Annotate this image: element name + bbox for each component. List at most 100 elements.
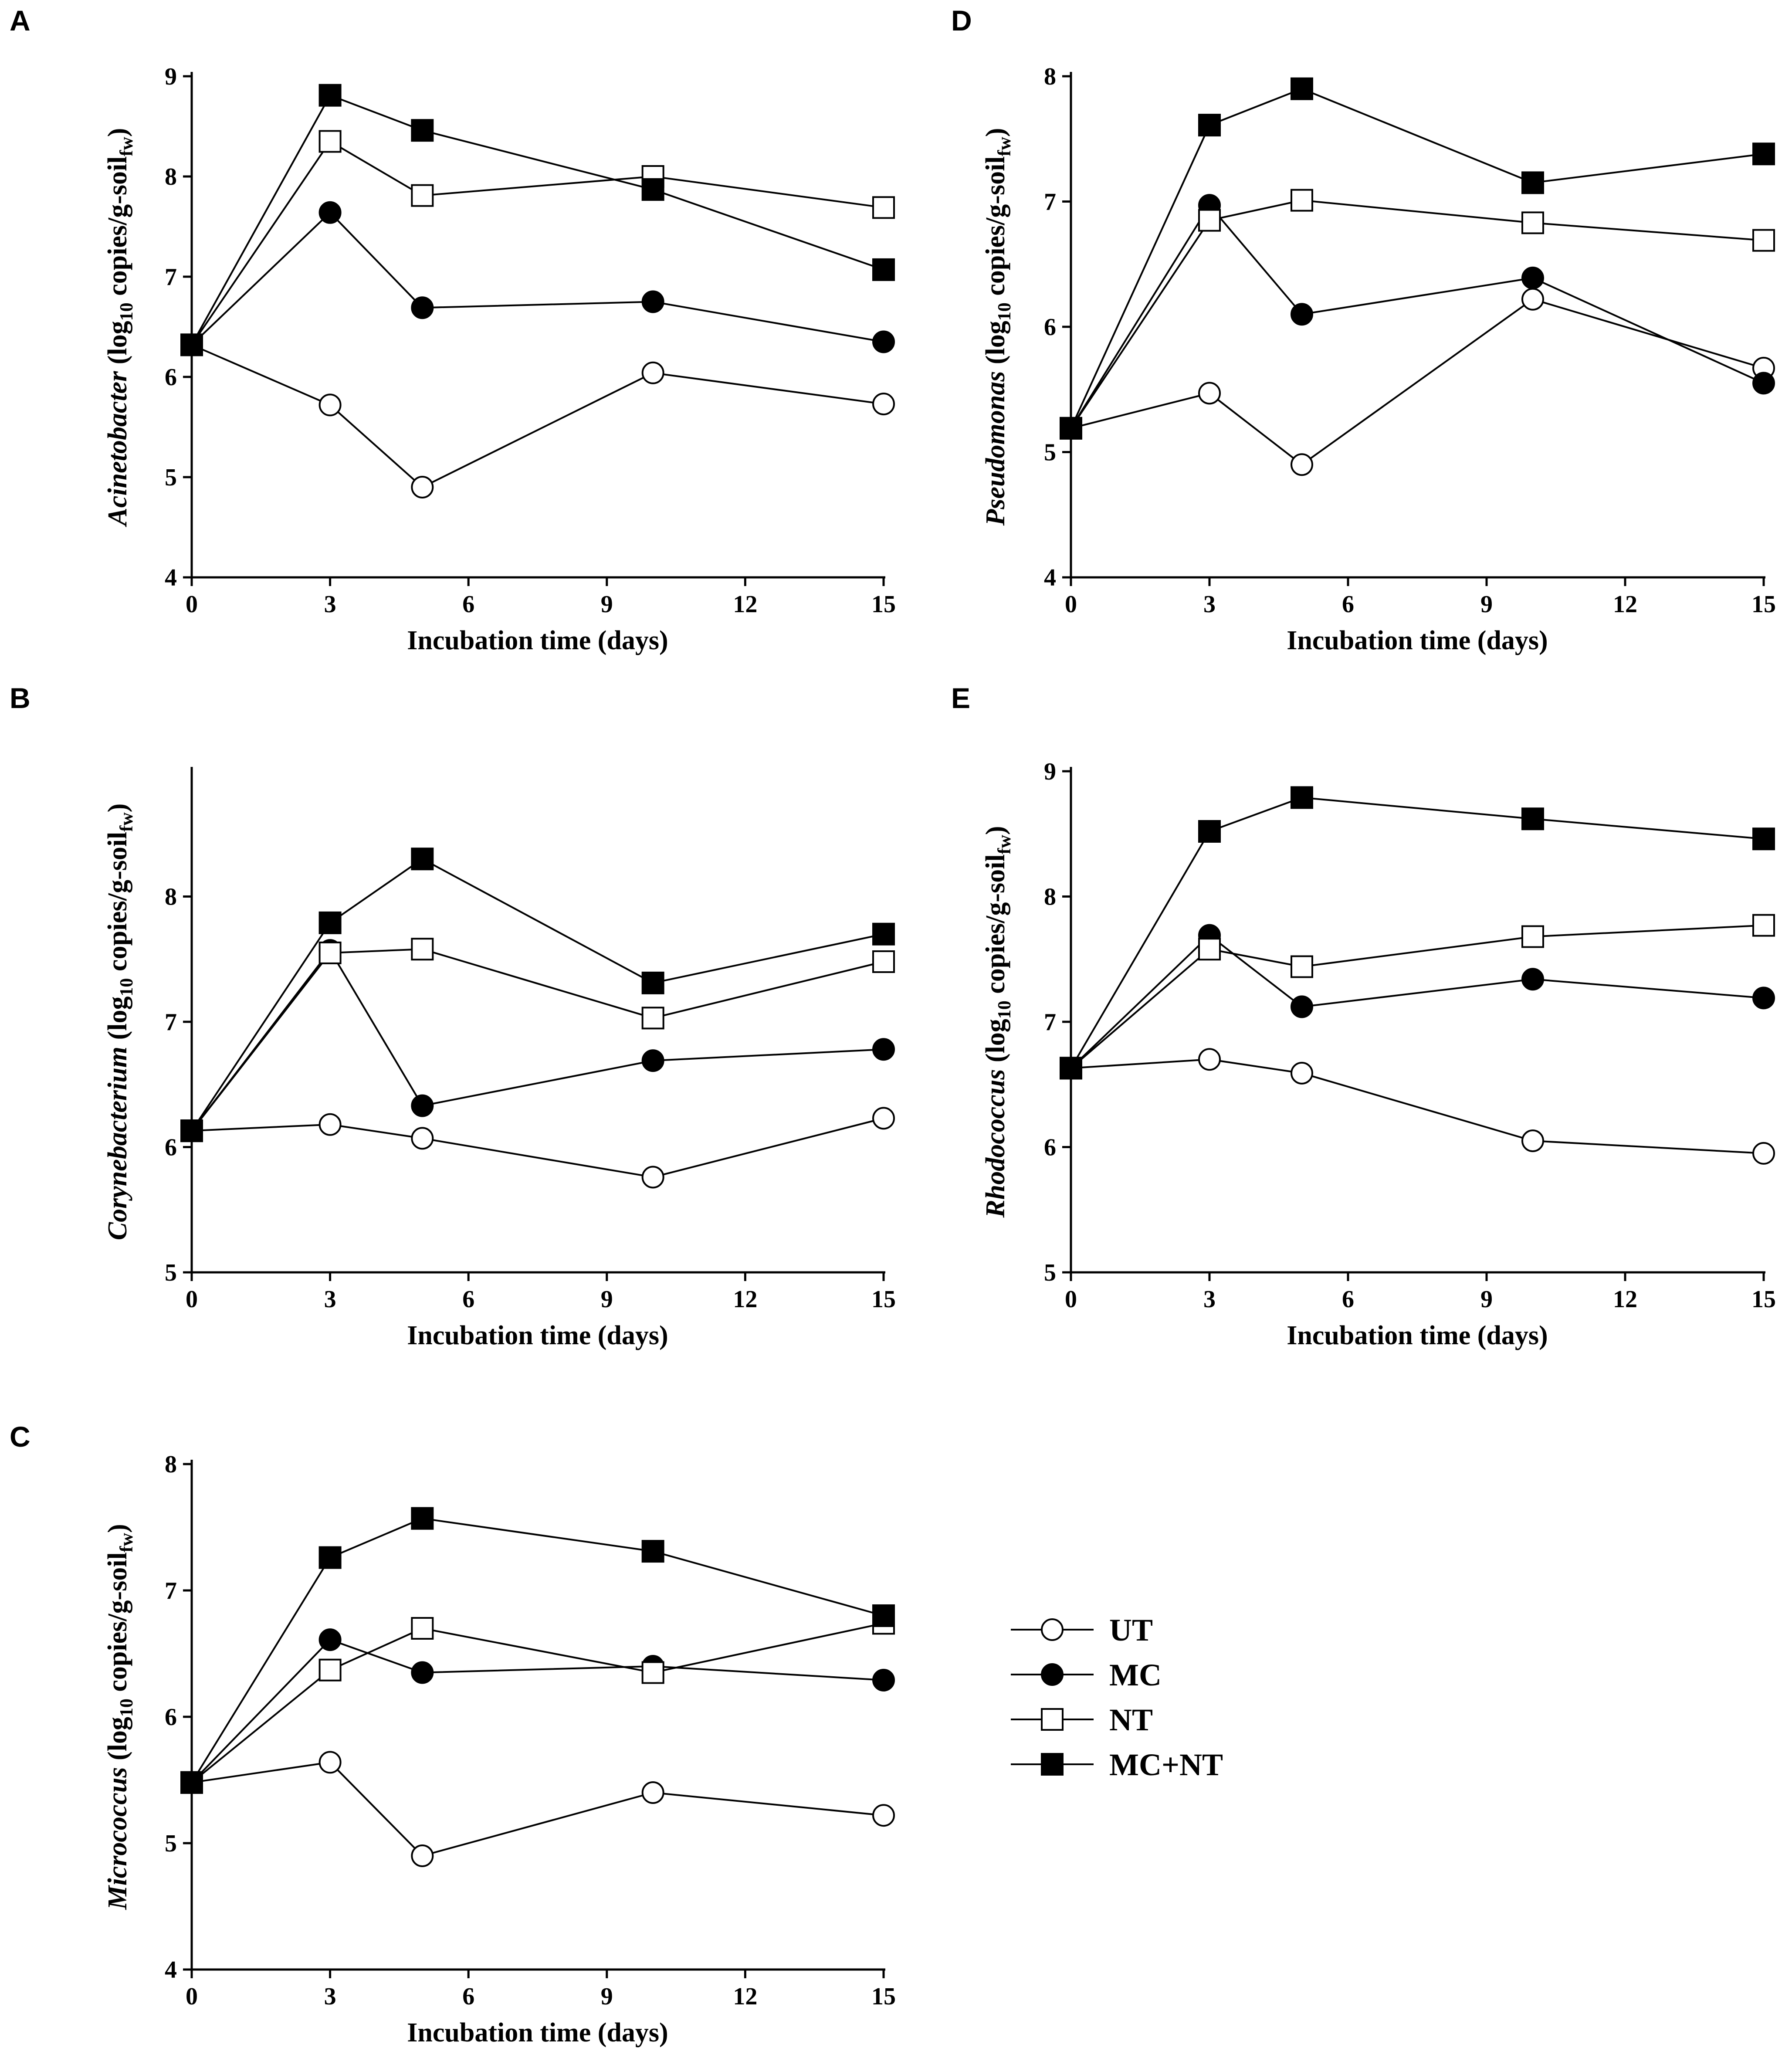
y-axis-unit: copies/g-soil (103, 156, 132, 303)
data-point-mc (1291, 995, 1313, 1018)
legend-label: UT (1109, 1613, 1153, 1648)
x-tick-label: 9 (601, 1983, 613, 2010)
data-point-mc-nt (641, 1540, 664, 1563)
x-axis-title: Incubation time (days) (407, 1321, 668, 1350)
data-point-ut (1752, 1142, 1775, 1165)
panel-letter: B (10, 682, 30, 714)
series-line-mc-nt (1070, 797, 1764, 1069)
data-point-mc-nt (872, 922, 895, 946)
data-point-mc-nt (1060, 417, 1082, 440)
y-axis-title: Pseudomonas (log10 copies/g-soilfw) (981, 128, 1015, 526)
y-axis-genus: Corynebacterium (103, 1047, 132, 1240)
panel-d: D 4 5 6 7 8 0 3 6 9 12 15 Incubation time (days) Pseu… (951, 4, 1776, 655)
y-axis-unit: ) (103, 1524, 132, 1533)
series-line-mc (191, 1638, 884, 1783)
y-tick-label: 4 (165, 564, 177, 591)
y-axis-subscript: 10 (995, 1000, 1015, 1019)
data-point-mc-nt (872, 1604, 895, 1627)
legend-item-mc-nt: MC+NT (1011, 1747, 1223, 1782)
series-line-nt (1070, 199, 1764, 429)
data-point-ut (1521, 1129, 1544, 1153)
series-line-mc-nt (191, 94, 884, 346)
data-point-nt (872, 196, 895, 219)
y-tick-label: 8 (1044, 63, 1056, 90)
data-point-mc-nt (411, 119, 434, 142)
y-axis-subscript: fw (995, 136, 1015, 156)
y-axis-title: Micrococcus (log10 copies/g-soilfw) (103, 1524, 137, 1910)
x-tick-label: 6 (1342, 1286, 1354, 1313)
data-point-nt (1752, 914, 1775, 937)
data-point-mc (411, 1094, 434, 1117)
y-tick-label: 8 (165, 884, 177, 911)
legend-item-mc: MC (1011, 1658, 1162, 1692)
y-tick-label: 4 (165, 1956, 177, 1983)
series-line-mc-nt (1070, 88, 1764, 429)
y-tick-label: 9 (1044, 758, 1056, 785)
y-axis-subscript: 10 (117, 1698, 137, 1717)
y-axis-subscript: 10 (117, 302, 137, 321)
data-point-nt (641, 1007, 664, 1030)
data-point-mc (318, 1628, 342, 1651)
y-tick-label: 6 (1044, 1134, 1056, 1161)
series-line-mc (1070, 203, 1764, 429)
y-tick-label: 6 (165, 1704, 177, 1731)
series-line-ut (1070, 1058, 1764, 1154)
y-axis-unit: copies/g-soil (103, 832, 132, 978)
y-axis-subscript: fw (117, 812, 137, 832)
x-tick-label: 3 (324, 1983, 336, 2010)
data-point-mc (1752, 987, 1775, 1010)
data-point-nt (1291, 189, 1313, 212)
data-point-mc (641, 290, 664, 313)
data-point-ut (1291, 453, 1313, 476)
x-tick-label: 6 (462, 591, 474, 618)
data-point-mc (872, 1038, 895, 1061)
y-axis-genus: Acinetobacter (103, 371, 132, 528)
x-tick-label: 0 (186, 1286, 198, 1313)
data-point-nt (641, 1661, 664, 1684)
legend-label: NT (1109, 1702, 1153, 1737)
data-point-nt (1752, 229, 1775, 252)
data-point-mc-nt (872, 258, 895, 281)
data-point-mc-nt (1752, 827, 1775, 851)
data-point-mc-nt (1752, 142, 1775, 166)
y-tick-label: 5 (1044, 439, 1056, 466)
data-point-mc (872, 1668, 895, 1692)
y-tick-label: 7 (165, 1009, 177, 1036)
y-tick-label: 9 (165, 63, 177, 90)
data-point-ut (1291, 1061, 1313, 1085)
data-point-mc (411, 296, 434, 319)
x-tick-label: 15 (871, 591, 896, 618)
series-line-mc (191, 949, 884, 1132)
y-tick-label: 8 (165, 163, 177, 190)
series-line-nt (1070, 924, 1764, 1069)
x-tick-label: 15 (871, 1983, 896, 2010)
data-point-ut (641, 361, 664, 384)
panel-a: A 4 5 6 7 8 9 0 3 6 9 12 15 Incubation time (days) Aci… (10, 4, 896, 655)
y-axis-genus: Rhodococcus (981, 1069, 1010, 1218)
data-point-ut (318, 1113, 342, 1136)
data-point-ut (641, 1781, 664, 1804)
y-axis-unit: (log (103, 1717, 132, 1767)
y-tick-label: 4 (1044, 564, 1056, 591)
data-point-mc (1521, 968, 1544, 991)
x-tick-label: 6 (1342, 591, 1354, 618)
y-tick-label: 5 (165, 464, 177, 491)
y-axis-unit: (log (981, 1019, 1010, 1069)
series-line-ut (191, 344, 884, 488)
legend-marker (1041, 1753, 1064, 1776)
y-axis-unit: ) (981, 128, 1010, 137)
y-axis-subscript: fw (117, 1532, 137, 1552)
legend-label: MC (1109, 1658, 1162, 1692)
series-line-mc (1070, 934, 1764, 1069)
data-point-ut (872, 393, 895, 416)
y-tick-label: 5 (165, 1259, 177, 1286)
y-axis-title: Corynebacterium (log10 copies/g-soilfw) (103, 803, 137, 1241)
series-line-ut (191, 1761, 884, 1857)
panel-letter: D (951, 4, 972, 37)
series-line-nt (191, 140, 884, 346)
series-line-ut (1070, 298, 1764, 466)
x-tick-label: 15 (871, 1286, 896, 1313)
panel-letter: A (10, 4, 30, 37)
y-axis-subscript: fw (117, 137, 137, 156)
